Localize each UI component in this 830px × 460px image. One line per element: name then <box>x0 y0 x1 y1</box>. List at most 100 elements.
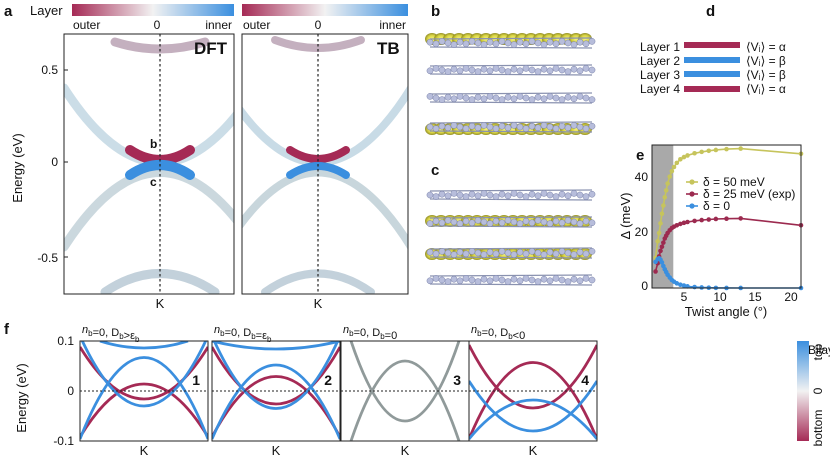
bilayer-panel-1: 1 Knb=0, Db>εb <box>79 324 209 458</box>
colorbar-a-title: Layer <box>30 3 63 18</box>
panel-a-ytick-3: -0.5 <box>37 251 58 265</box>
data-point <box>738 216 743 221</box>
panel-e-label: e <box>636 147 644 164</box>
e-xtick-10: 10 <box>713 290 727 304</box>
bilayer-panel-4: 4 Knb=0, Db<0 <box>468 324 598 458</box>
f-ytick-0.1: 0.1 <box>57 334 74 348</box>
panel-a-ytick-2: 0 <box>51 155 58 169</box>
data-point <box>692 218 697 224</box>
band-curve <box>212 346 340 406</box>
colorbar-f <box>797 341 809 441</box>
f-ytick-m0.1: -0.1 <box>53 434 74 448</box>
e-xtick-20: 20 <box>784 290 798 304</box>
band-plot-tb: outer 0 inner TB K <box>241 4 409 311</box>
panel-title: nb=0, Db=0 <box>343 324 397 342</box>
data-point <box>671 164 677 170</box>
panel-c-label: c <box>431 162 439 179</box>
layer-1-bar <box>684 42 740 48</box>
panel-a-ytick-1: 0.5 <box>41 63 58 77</box>
data-point <box>681 154 687 160</box>
panel-title: nb=0, Db=εb <box>214 324 272 344</box>
band-curve <box>212 341 340 351</box>
panel-title: nb=0, Db>εb <box>82 324 140 344</box>
colorbar-f-title: Bilayer <box>808 343 830 357</box>
colorbar-a-right-label: inner <box>205 18 232 32</box>
layer-3-bar <box>684 71 740 77</box>
band-curve <box>469 344 597 410</box>
data-point <box>662 194 668 200</box>
f-ytick-0: 0 <box>67 384 74 398</box>
data-point <box>661 203 666 208</box>
data-point <box>658 221 663 226</box>
data-point <box>678 221 683 227</box>
xtick-k: K <box>140 443 149 458</box>
panel-number: 4 <box>581 372 589 388</box>
layer-3-potential: ⟨Vᵢ⟩ = β <box>746 68 786 82</box>
band-curve <box>80 382 208 438</box>
band-plot-dft: DFT b c K <box>63 33 235 311</box>
xtick-k: K <box>272 443 281 458</box>
panel-frame <box>211 340 341 442</box>
chart-e-frame <box>651 144 802 289</box>
data-point <box>674 281 680 286</box>
panel-b-label: b <box>431 3 440 20</box>
layer-3-label: Layer 3 <box>640 68 680 82</box>
data-point <box>656 230 662 236</box>
layer-2-bar <box>684 57 740 63</box>
layer-2-potential: ⟨Vᵢ⟩ = β <box>746 54 786 68</box>
structure-c <box>425 189 596 286</box>
colorbar-a-left-label: outer <box>73 18 100 32</box>
data-point <box>653 269 658 274</box>
colorbar-f-top-label: top <box>811 343 825 360</box>
panel-title: nb=0, Db<0 <box>471 324 525 342</box>
xtick-k: K <box>529 443 538 458</box>
tb-title: TB <box>377 39 400 58</box>
panel-f-ylabel: Energy (eV) <box>14 363 29 432</box>
layer-4-label: Layer 4 <box>640 82 680 96</box>
data-point <box>692 284 697 290</box>
band-curve <box>212 363 340 440</box>
data-point <box>706 148 712 154</box>
xtick-k: K <box>401 443 410 458</box>
panel-number: 3 <box>453 372 461 388</box>
data-point <box>674 223 680 228</box>
e-ytick-20: 20 <box>635 225 649 239</box>
e-ytick-40: 40 <box>635 170 649 184</box>
data-point <box>678 157 683 162</box>
data-point <box>706 217 712 222</box>
band-label-b: b <box>150 137 157 151</box>
data-point <box>724 146 729 152</box>
colorbar-a2-right-label: inner <box>379 18 406 32</box>
panel-d-label: d <box>706 3 715 20</box>
data-point <box>713 216 719 222</box>
layer-4-bar <box>684 86 740 92</box>
band-curve <box>80 356 208 440</box>
data-point <box>685 153 690 158</box>
data-point <box>667 174 673 179</box>
panel-frame <box>79 340 209 442</box>
data-point <box>663 188 669 193</box>
colorbar-f-bottom-label: bottom <box>811 410 825 447</box>
data-point <box>699 285 704 290</box>
panel-frame <box>468 340 598 442</box>
data-point <box>692 150 697 156</box>
data-point <box>724 216 729 221</box>
colorbar-a2 <box>242 4 408 16</box>
legend-label: δ = 0 <box>703 199 730 213</box>
frame-dft <box>63 33 235 295</box>
layer-4-potential: ⟨Vᵢ⟩ = α <box>746 82 786 96</box>
band-curve <box>80 341 208 408</box>
dft-title: DFT <box>194 39 228 58</box>
data-point <box>659 244 665 250</box>
data-point <box>655 238 660 244</box>
dft-xtick-k: K <box>156 296 165 311</box>
panel-f-label: f <box>4 321 10 338</box>
panel-a-ylabel: Energy (eV) <box>10 133 25 202</box>
layer-1-potential: ⟨Vᵢ⟩ = α <box>746 40 786 54</box>
bilayer-panel-2: 2 Knb=0, Db=εb <box>211 324 341 458</box>
data-point <box>674 160 680 166</box>
data-point <box>669 168 675 174</box>
colorbar-a2-left-label: outer <box>243 18 270 32</box>
